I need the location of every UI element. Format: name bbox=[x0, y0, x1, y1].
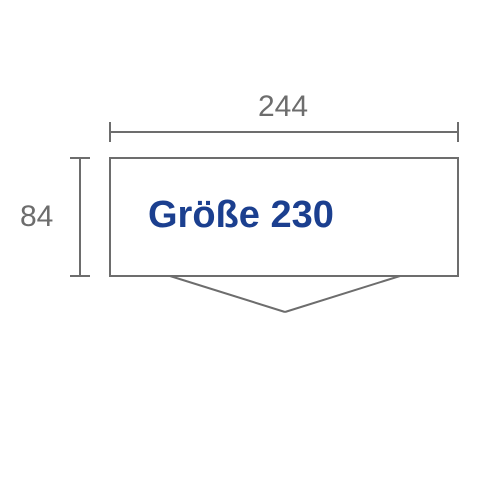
width-dimension-label: 244 bbox=[258, 90, 308, 124]
opening-line-right bbox=[285, 276, 400, 312]
opening-line-left bbox=[170, 276, 285, 312]
diagram-svg bbox=[0, 0, 500, 500]
height-dimension-label: 84 bbox=[20, 200, 53, 234]
size-label: Größe 230 bbox=[148, 194, 334, 237]
dimension-diagram: { "diagram": { "type": "dimension-drawin… bbox=[0, 0, 500, 500]
